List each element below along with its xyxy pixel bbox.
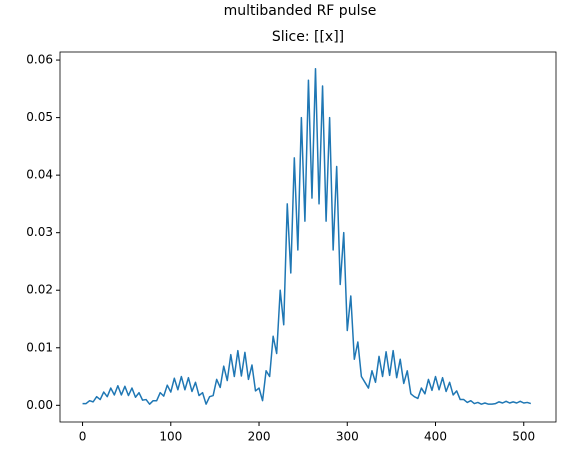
y-tick-label: 0.06 — [26, 53, 53, 67]
x-tick-label: 200 — [248, 430, 271, 444]
y-tick-label: 0.03 — [26, 225, 53, 239]
y-tick-label: 0.05 — [26, 110, 53, 124]
y-tick-label: 0.02 — [26, 283, 53, 297]
y-tick-label: 0.01 — [26, 340, 53, 354]
chart-title: Slice: [[x]] — [272, 29, 344, 45]
plot-frame — [59, 51, 557, 423]
series-line — [82, 67, 532, 405]
suptitle: multibanded RF pulse — [224, 3, 377, 19]
x-tick-label: 500 — [512, 430, 535, 444]
y-tick-label: 0.04 — [26, 168, 53, 182]
x-tick-label: 100 — [159, 430, 182, 444]
x-tick-label: 300 — [336, 430, 359, 444]
x-tick-label: 400 — [424, 430, 447, 444]
y-tick-label: 0.00 — [26, 398, 53, 412]
x-tick-label: 0 — [79, 430, 87, 444]
